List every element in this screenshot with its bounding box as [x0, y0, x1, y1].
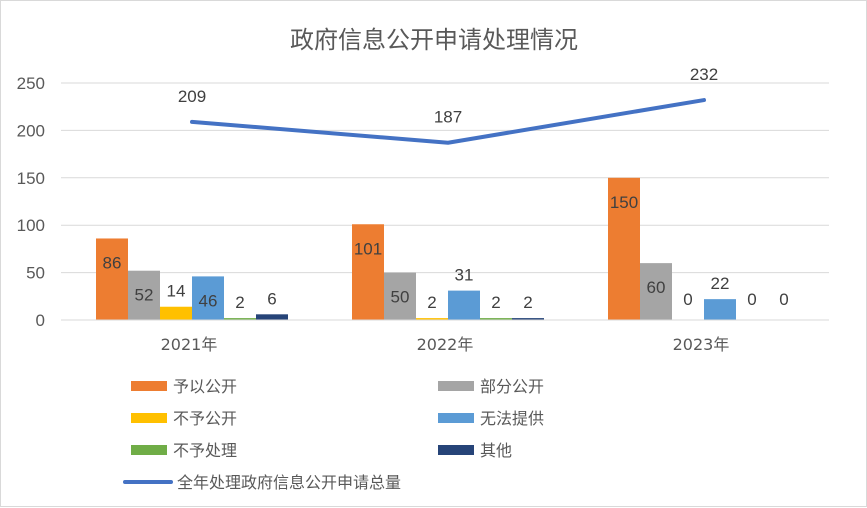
bar — [608, 177, 640, 320]
legend-label: 全年处理政府信息公开申请总量 — [177, 473, 401, 492]
legend-label: 部分公开 — [480, 377, 544, 396]
bar — [704, 299, 736, 320]
bar-data-label: 14 — [167, 282, 186, 301]
bar-data-label: 0 — [683, 290, 692, 309]
total-line — [190, 98, 706, 145]
bar-data-label: 2 — [427, 293, 436, 312]
bar — [512, 318, 544, 320]
bar-data-label: 2 — [491, 293, 500, 312]
legend-swatch — [131, 381, 167, 391]
gridlines — [61, 82, 829, 274]
legend-swatch — [438, 445, 474, 455]
y-tick-label: 0 — [36, 311, 45, 330]
bar — [384, 272, 416, 320]
bar — [640, 263, 672, 320]
x-category-label: 2021年 — [161, 335, 218, 354]
bar-series — [96, 177, 736, 320]
legend-label: 予以公开 — [173, 377, 237, 396]
bar-data-label: 101 — [354, 239, 382, 258]
bar — [480, 318, 512, 320]
bar-data-label: 50 — [391, 288, 410, 307]
line-series — [190, 98, 706, 145]
legend-label: 不予公开 — [173, 409, 237, 428]
bar-data-label: 150 — [610, 193, 638, 212]
bar-data-label: 2 — [523, 293, 532, 312]
bar-data-label: 60 — [647, 278, 666, 297]
chart-title: 政府信息公开申请处理情况 — [290, 26, 578, 54]
bar — [256, 314, 288, 320]
y-tick-label: 100 — [17, 216, 45, 235]
line-data-label: 209 — [178, 87, 206, 106]
x-category-label: 2022年 — [417, 335, 474, 354]
bar-data-label: 6 — [267, 289, 276, 308]
bar — [224, 318, 256, 320]
bar — [96, 238, 128, 320]
y-tick-label: 150 — [17, 169, 45, 188]
bar-data-label: 31 — [455, 266, 474, 285]
legend-label: 其他 — [480, 441, 512, 460]
bar — [448, 290, 480, 320]
bar-data-label: 0 — [779, 290, 788, 309]
legend-swatch — [438, 381, 474, 391]
y-axis-ticks: 0 50 100 150 200 250 — [17, 74, 45, 330]
bar — [160, 306, 192, 320]
x-axis-categories: 2021年 2022年 2023年 — [161, 335, 730, 354]
line-data-label: 232 — [690, 65, 718, 84]
bar — [192, 276, 224, 320]
legend-swatch — [131, 413, 167, 423]
x-category-label: 2023年 — [673, 335, 730, 354]
legend-label: 不予处理 — [173, 441, 237, 460]
y-tick-label: 200 — [17, 121, 45, 140]
legend-swatch — [131, 445, 167, 455]
bar-data-label: 52 — [135, 286, 154, 305]
bar-data-label: 22 — [711, 274, 730, 293]
bar — [416, 318, 448, 320]
legend-swatch — [438, 413, 474, 423]
line-data-label: 187 — [434, 108, 462, 127]
bar — [352, 224, 384, 320]
y-tick-label: 250 — [17, 74, 45, 93]
legend-label: 无法提供 — [480, 409, 544, 428]
bar-data-label: 0 — [747, 290, 756, 309]
bar — [128, 270, 160, 320]
y-tick-label: 50 — [26, 264, 45, 283]
bar-data-label: 2 — [235, 293, 244, 312]
bar-data-label: 46 — [199, 291, 218, 310]
bar-data-label: 86 — [103, 253, 122, 272]
